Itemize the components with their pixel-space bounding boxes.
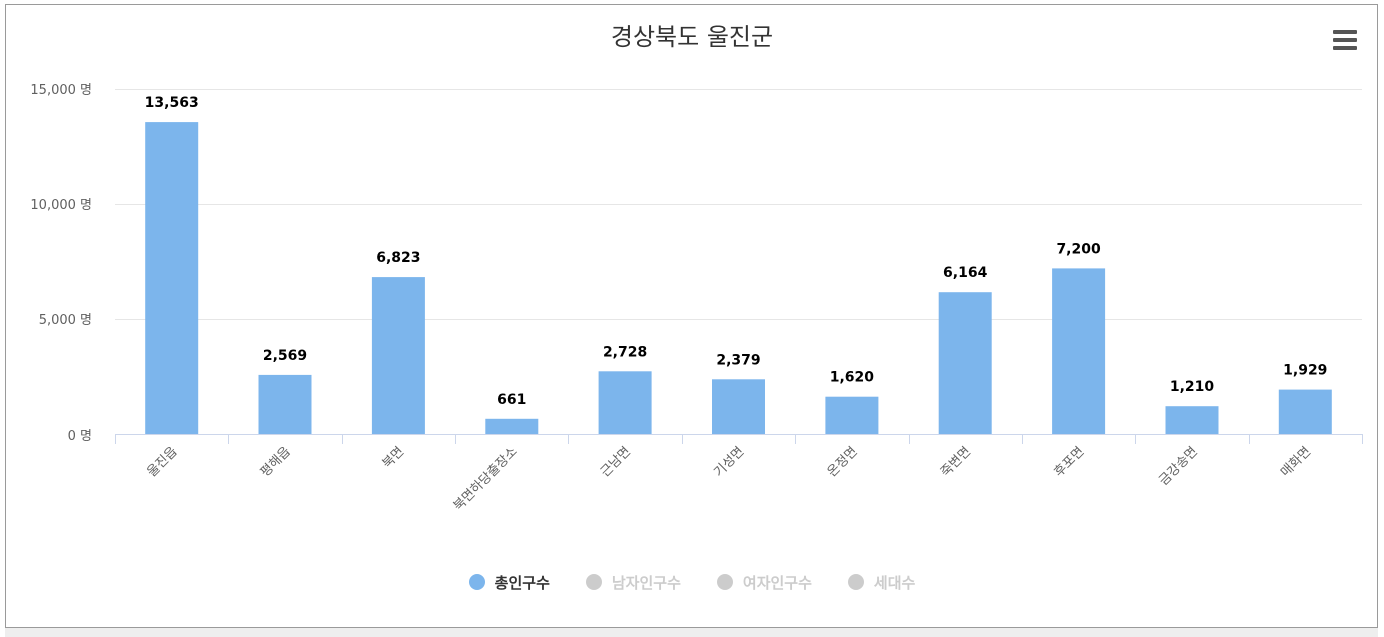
legend-dot-icon <box>585 574 602 590</box>
legend-label: 여자인구수 <box>742 573 812 592</box>
data-label: 2,569 <box>263 348 307 364</box>
x-tick-label: 금강송면 <box>1156 444 1200 488</box>
chart-container <box>5 4 1378 628</box>
y-tick-label: 10,000 명 <box>30 198 92 213</box>
legend-label: 총인구수 <box>494 573 550 592</box>
data-label: 13,563 <box>145 95 199 111</box>
legend-item-total[interactable]: 총인구수 <box>468 572 550 593</box>
x-tick-label: 북면하당출장소 <box>451 444 521 514</box>
data-label: 2,379 <box>716 352 760 368</box>
data-label: 2,728 <box>603 344 647 360</box>
legend: 총인구수 남자인구수 여자인구수 세대수 <box>0 570 1384 594</box>
legend-item-households[interactable]: 세대수 <box>847 572 916 593</box>
x-tick-label: 울진읍 <box>145 444 181 480</box>
legend-dot-icon <box>716 574 733 590</box>
data-label: 6,164 <box>943 265 988 281</box>
data-label: 6,823 <box>376 250 420 266</box>
bar[interactable] <box>145 122 199 434</box>
bar[interactable] <box>598 371 652 434</box>
x-tick-label: 매화면 <box>1278 444 1314 480</box>
data-label: 1,620 <box>830 370 875 386</box>
bar-chart: 13,563 울진읍 2,569 평해읍 6,823 북면 661 북면하당출장소 2,728 근… <box>115 89 1363 514</box>
bar[interactable] <box>825 396 879 434</box>
legend-dot-icon <box>847 574 864 590</box>
legend-dot-icon <box>468 574 485 590</box>
legend-label: 남자인구수 <box>611 573 681 592</box>
bar[interactable] <box>1278 389 1332 434</box>
bar[interactable] <box>371 277 425 434</box>
x-tick-label: 후포면 <box>1051 444 1087 480</box>
bottom-strip <box>5 628 1378 637</box>
y-tick-label: 15,000 명 <box>30 83 92 98</box>
legend-item-female[interactable]: 여자인구수 <box>716 572 812 593</box>
bar[interactable] <box>1165 406 1219 434</box>
x-tick-label: 평해읍 <box>258 444 294 480</box>
x-tick-label: 기성면 <box>711 444 747 480</box>
data-label: 661 <box>497 392 526 408</box>
data-label: 7,200 <box>1056 241 1101 257</box>
x-tick-label: 온정면 <box>825 444 861 480</box>
bar[interactable] <box>1052 268 1106 434</box>
x-tick-label: 죽변면 <box>938 444 974 480</box>
bar[interactable] <box>485 418 539 434</box>
chart-title: 경상북도 울진군 <box>610 23 774 51</box>
hamburger-menu-icon[interactable] <box>1330 28 1360 52</box>
x-tick-label: 근남면 <box>598 444 634 480</box>
legend-label: 세대수 <box>873 573 916 592</box>
bar[interactable] <box>938 292 992 434</box>
data-label: 1,929 <box>1283 363 1327 379</box>
legend-item-male[interactable]: 남자인구수 <box>585 572 681 593</box>
data-label: 1,210 <box>1170 379 1215 395</box>
x-tick-label: 북면 <box>380 444 408 472</box>
y-tick-label: 0 명 <box>67 429 92 444</box>
bar[interactable] <box>712 379 765 434</box>
bar[interactable] <box>258 374 312 434</box>
y-tick-label: 5,000 명 <box>38 313 92 328</box>
